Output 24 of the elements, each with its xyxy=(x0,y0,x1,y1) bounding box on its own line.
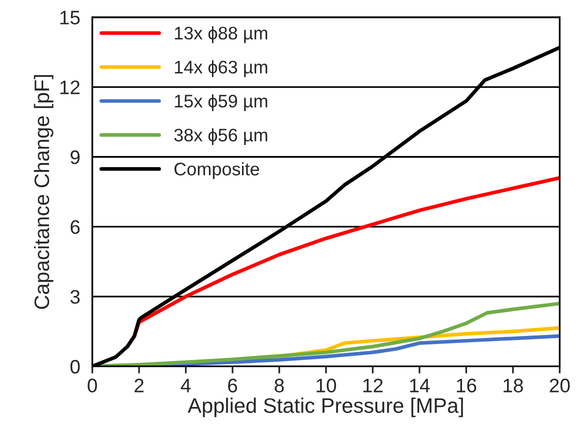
legend-label: 38x ϕ56 µm xyxy=(174,128,268,146)
x-tick-label: 0 xyxy=(88,378,97,392)
x-axis-title: Applied Static Pressure [MPa] xyxy=(188,398,463,418)
y-tick-label: 6 xyxy=(70,220,80,234)
y-tick-label: 15 xyxy=(60,10,80,24)
y-axis-title: Capacitance Change [pF] xyxy=(34,75,54,309)
x-tick-label: 10 xyxy=(316,378,336,392)
legend-label: 14x ϕ63 µm xyxy=(174,60,268,78)
x-tick-label: 2 xyxy=(134,378,144,392)
x-tick-label: 6 xyxy=(228,378,238,392)
x-tick-label: 4 xyxy=(180,378,191,392)
legend-label: 13x ϕ88 µm xyxy=(174,26,268,44)
x-tick-label: 18 xyxy=(504,378,523,392)
x-tick-label: 16 xyxy=(456,378,476,392)
x-tick-label: 20 xyxy=(550,378,570,392)
y-tick-label: 0 xyxy=(70,360,80,374)
legend-label: 15x ϕ59 µm xyxy=(174,94,268,112)
y-tick-label: 9 xyxy=(70,150,80,164)
x-tick-label: 8 xyxy=(274,378,284,392)
y-tick-label: 3 xyxy=(70,290,80,304)
x-tick-label: 12 xyxy=(363,378,383,392)
legend-label: Composite xyxy=(174,162,260,180)
x-tick-label: 14 xyxy=(410,378,430,392)
y-tick-label: 12 xyxy=(60,80,80,94)
